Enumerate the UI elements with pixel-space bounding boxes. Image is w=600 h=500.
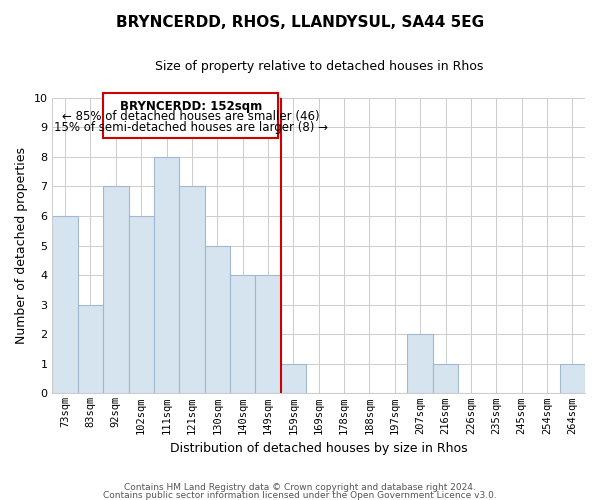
Text: ← 85% of detached houses are smaller (46): ← 85% of detached houses are smaller (46…: [62, 110, 319, 123]
Bar: [256, 275, 281, 394]
Bar: [179, 186, 205, 394]
Title: Size of property relative to detached houses in Rhos: Size of property relative to detached ho…: [155, 60, 483, 73]
Bar: [230, 275, 256, 394]
Bar: [281, 364, 306, 394]
Bar: [560, 364, 585, 394]
Bar: [154, 157, 179, 394]
Y-axis label: Number of detached properties: Number of detached properties: [15, 147, 28, 344]
Bar: [52, 216, 78, 394]
FancyBboxPatch shape: [103, 94, 278, 138]
Text: BRYNCERDD, RHOS, LLANDYSUL, SA44 5EG: BRYNCERDD, RHOS, LLANDYSUL, SA44 5EG: [116, 15, 484, 30]
Text: Contains public sector information licensed under the Open Government Licence v3: Contains public sector information licen…: [103, 490, 497, 500]
Bar: [205, 246, 230, 394]
Text: BRYNCERDD: 152sqm: BRYNCERDD: 152sqm: [119, 100, 262, 113]
Text: 15% of semi-detached houses are larger (8) →: 15% of semi-detached houses are larger (…: [53, 121, 328, 134]
Bar: [128, 216, 154, 394]
Bar: [103, 186, 128, 394]
Bar: [407, 334, 433, 394]
Bar: [433, 364, 458, 394]
Text: Contains HM Land Registry data © Crown copyright and database right 2024.: Contains HM Land Registry data © Crown c…: [124, 484, 476, 492]
Bar: [78, 304, 103, 394]
X-axis label: Distribution of detached houses by size in Rhos: Distribution of detached houses by size …: [170, 442, 467, 455]
